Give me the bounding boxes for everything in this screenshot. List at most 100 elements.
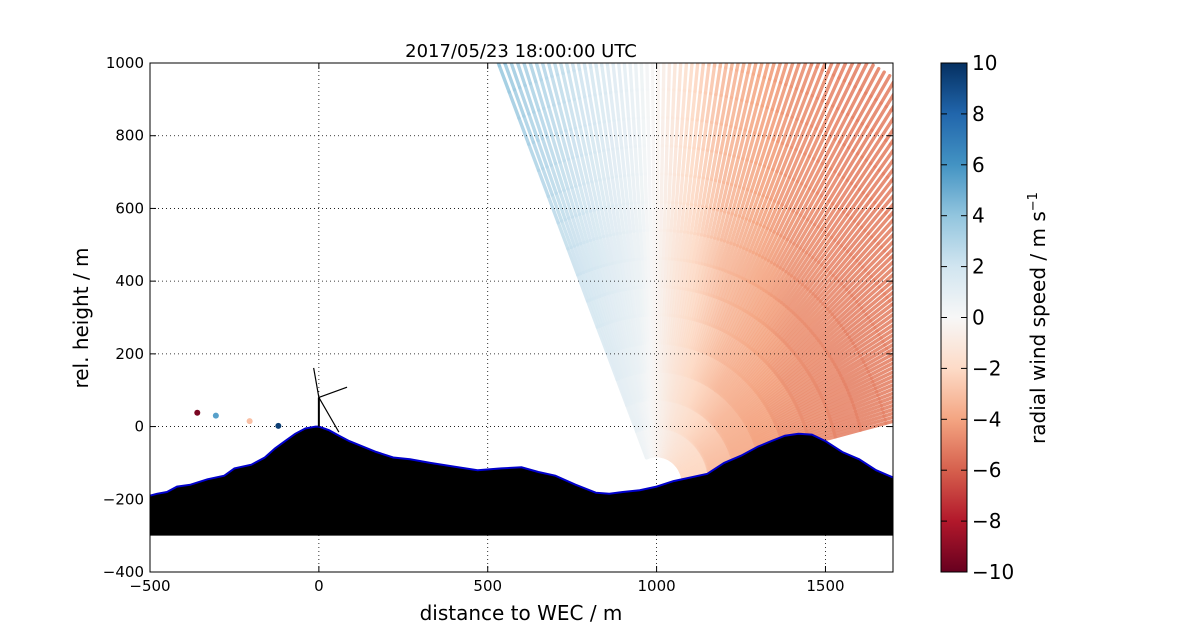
scan-segment [756,374,781,397]
scan-segment [637,285,644,318]
scan-segment [803,159,820,188]
scan-segment [782,319,804,344]
scan-segment [634,257,641,290]
scan-segment [704,295,717,326]
scan-segment [628,63,634,93]
scan-segment [737,350,758,377]
scan-segment [829,143,846,171]
scan-segment [588,122,597,155]
scan-segment [588,94,597,126]
scan-segment [864,66,881,95]
scan-segment [754,328,774,355]
scan-segment [855,94,873,123]
scan-segment [564,128,575,160]
scan-segment [715,269,728,300]
scan-segment [588,151,598,183]
scan-segment [784,246,802,274]
scan-segment [818,279,841,303]
scan-segment [727,275,742,305]
scan-segment [792,385,819,403]
scan-segment [784,370,810,390]
scan-segment [794,63,808,91]
scan-segment [919,188,938,208]
scan-segment [986,297,1010,310]
scan-segment [892,307,893,310]
scan-segment [841,85,857,114]
scan-segment [622,230,629,263]
scan-segment [847,380,875,395]
scan-segment [621,316,631,348]
scan-segment [615,232,624,264]
scan-segment [852,278,876,301]
scan-segment [527,142,541,173]
scan-segment [705,149,714,181]
scan-segment [841,366,869,384]
scan-segment [613,261,623,293]
scan-segment [770,80,783,112]
scan-segment [766,21,773,48]
scan-segment [920,112,937,134]
scan-segment [793,387,820,405]
scan-segment [706,295,719,326]
scan-segment [772,237,790,266]
scan-segment [824,332,849,353]
scan-segment [590,180,600,211]
scan-segment [873,179,893,205]
scan-segment [612,118,619,151]
scan-segment [611,232,621,264]
scan-segment [607,262,618,294]
scan-segment [664,228,670,261]
scan-segment [601,264,612,295]
scan-segment [560,219,573,250]
scan-segment [816,276,838,301]
scan-segment [891,259,893,264]
scan-segment [879,399,893,408]
x-tick-label: −500 [129,577,170,595]
scan-segment [712,330,727,359]
scan-segment [802,191,820,220]
scan-segment [601,9,604,37]
scan-segment [918,281,940,297]
scan-segment [657,284,662,317]
wec-blade [318,397,340,433]
scan-segment [670,229,677,261]
scan-segment [549,163,562,194]
scan-segment [726,184,738,215]
scan-segment [898,363,922,374]
scan-segment [864,135,883,162]
scan-segment [554,131,566,163]
scan-segment [698,292,709,323]
x-tick-label: 1000 [637,577,675,595]
scan-segment [809,63,814,67]
scan-segment [550,74,561,106]
scan-segment [724,67,733,99]
scan-segment [917,146,934,167]
scan-segment [671,286,678,318]
scan-segment [603,91,611,123]
scan-segment [780,363,806,384]
scan-segment [622,174,630,206]
scan-segment [897,296,919,312]
scan-segment [775,354,799,377]
colorbar-ticks: −10 −8 −6 −4 −2 0 2 4 6 8 10 [941,51,1014,584]
scan-segment [790,89,804,119]
scan-segment [614,90,621,122]
scan-segment [861,168,881,195]
scan-segment [635,314,642,346]
scan-segment [613,289,623,321]
scan-segment [800,299,823,324]
scan-segment [866,357,893,374]
scan-segment [852,197,873,223]
scan-segment [751,194,765,224]
scan-segment [789,250,809,278]
scan-segment [642,144,647,176]
scan-segment [632,229,638,262]
scan-segment [753,164,766,195]
scan-segment [740,250,755,280]
scan-segment [814,235,834,262]
scan-segment [745,72,755,104]
scan-segment [922,192,941,211]
scan-segment [689,318,700,350]
scan-segment [856,336,883,355]
scan-segment [906,313,929,327]
